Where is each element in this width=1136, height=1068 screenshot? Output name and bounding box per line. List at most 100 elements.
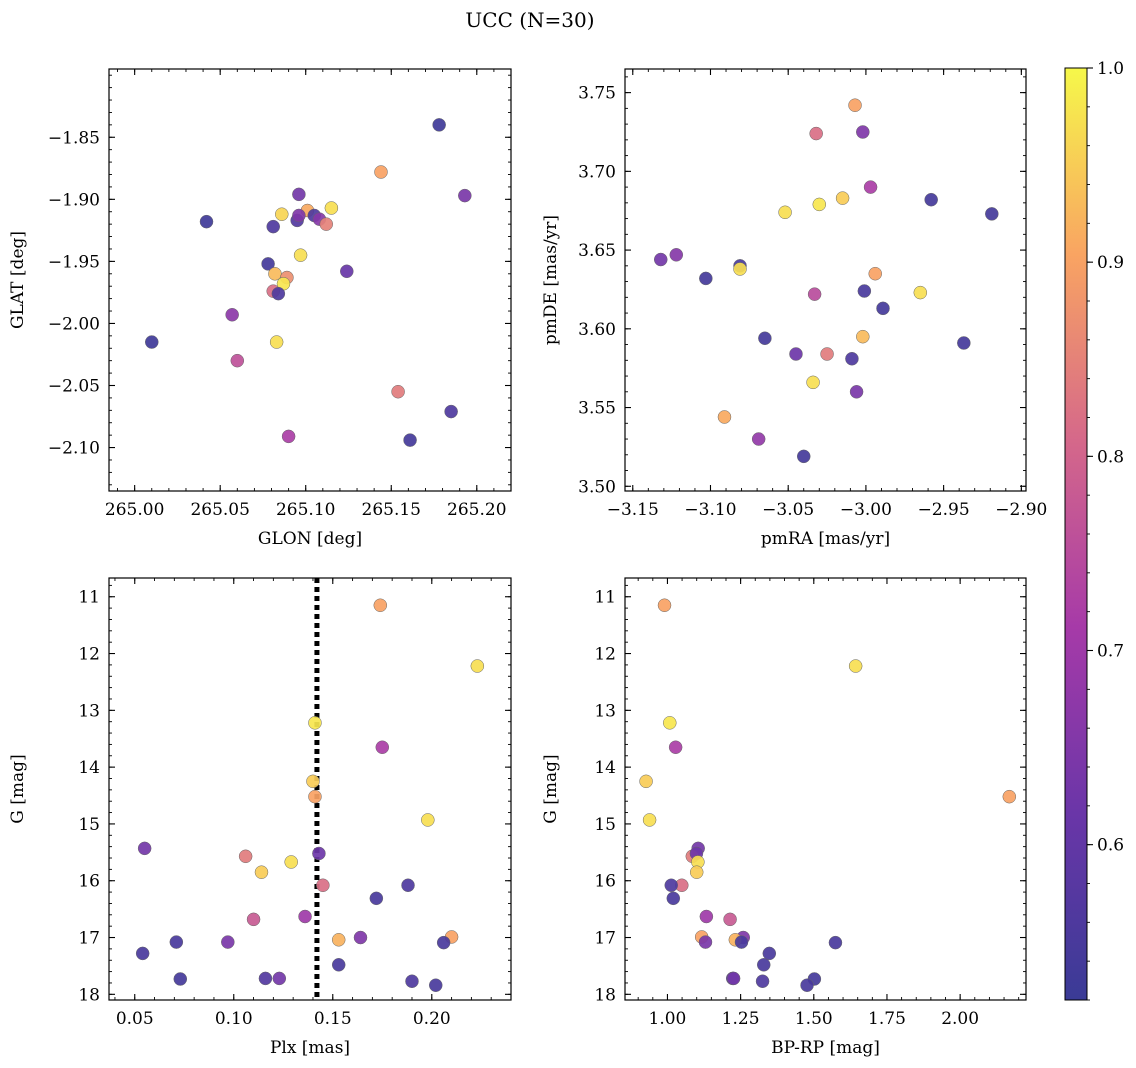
y-tick-label: 18 [78,985,100,1005]
data-point [778,205,792,220]
data-point [835,191,850,205]
data-point [856,329,870,344]
data-point [666,891,681,906]
data-point [312,846,326,861]
data-point [751,432,766,446]
figure-title: UCC (N=30) [465,8,594,32]
y-tick-label: 3.50 [578,477,616,497]
y-tick-label: 13 [594,701,616,721]
data-point [340,264,354,279]
data-point [800,978,814,992]
y-tick-label: 13 [78,701,100,721]
data-point [275,207,289,221]
x-tick-label: −3.00 [840,500,892,520]
y-tick-label: 14 [78,758,100,778]
data-point [272,971,287,986]
axes-frame [108,68,512,492]
y-tick-label: 12 [594,645,616,665]
data-point [755,974,770,989]
data-point [428,978,443,992]
data-point [698,935,713,949]
y-tick-label: 18 [594,985,616,1005]
data-point [405,974,419,989]
y-tick-label: 17 [594,929,616,949]
data-point [458,188,472,203]
y-axis-label: G [mag] [8,754,28,823]
colorbar-ticks: 0.6 0.7 0.8 0.9 1.0 [1087,59,1124,1001]
data-point [316,878,330,893]
data-point [375,740,390,755]
data-point [230,353,245,368]
x-tick-label: 0.15 [314,1009,352,1029]
y-axis-label: G [mag] [541,754,561,823]
y-axis-label: GLAT [deg] [8,231,28,329]
data-point [856,125,870,139]
data-point [331,933,346,947]
data-point [807,287,822,301]
data-point [868,266,882,281]
x-tick-label: 2.00 [941,1009,979,1029]
y-axis-label: pmDE [mas/yr] [541,215,561,345]
data-point [319,217,334,231]
data-point [298,909,312,924]
points [653,98,999,464]
minor-ticks [109,69,511,491]
x-tick-label: 1.25 [722,1009,760,1029]
minor-ticks [625,69,1026,491]
x-axis-label: BP-RP [mag] [771,1038,880,1058]
axes-frame [624,577,1027,1001]
points [135,598,485,992]
y-tick-label: 12 [78,645,100,665]
data-point [374,165,388,179]
data-point [733,262,747,276]
x-axis-label: pmRA [mas/yr] [761,529,890,549]
data-point [238,849,253,864]
data-point [266,219,280,234]
data-point [470,659,485,673]
data-point [723,912,737,927]
x-tick-label: −3.05 [762,500,814,520]
data-point [699,271,713,286]
data-point [135,946,150,961]
data-point [444,404,458,419]
data-point [421,813,435,827]
data-point [261,257,275,271]
data-point [324,201,339,215]
x-axis-label: GLON [deg] [258,529,362,549]
points [639,598,1017,992]
data-point [913,285,928,300]
data-point [699,909,714,924]
data-point [726,971,741,986]
colorbar-gradient [1064,67,1088,1001]
x-tick-label: 265.05 [190,500,249,520]
x-tick-label: 0.05 [116,1009,154,1029]
y-tick-label: −1.95 [48,252,100,272]
data-point [403,433,417,447]
colorbar-tick-label: 1.0 [1097,59,1124,79]
data-point [756,958,771,972]
y-tick-label: −1.90 [48,190,100,210]
data-point [284,855,298,869]
data-point [848,98,862,112]
x-tick-label: 0.10 [215,1009,253,1029]
data-point [863,180,878,194]
data-point [657,598,672,613]
data-point [663,716,677,730]
y-tick-label: −2.10 [48,439,100,459]
x-tick-label: 265.10 [276,500,335,520]
data-point [857,284,872,298]
x-tick-label: −3.15 [607,500,659,520]
x-tick-label: 1.75 [868,1009,906,1029]
y-tick-label: 16 [78,872,100,892]
panel-glon-glat: 265.00 265.05 265.10 265.15 265.20 −1.85 −1.90… [8,68,512,549]
x-tick-label: 1.00 [649,1009,687,1029]
y-tick-label: 3.65 [578,241,616,261]
data-point [353,930,368,945]
data-point [308,789,322,804]
panel-plx-g: 0.05 0.10 0.15 0.20 11 12 13 14 15 16 17 18 Plx [mas… [8,577,512,1058]
data-point [985,207,999,221]
data-point [639,774,653,789]
x-tick-label: 0.20 [413,1009,451,1029]
data-point [331,958,346,972]
